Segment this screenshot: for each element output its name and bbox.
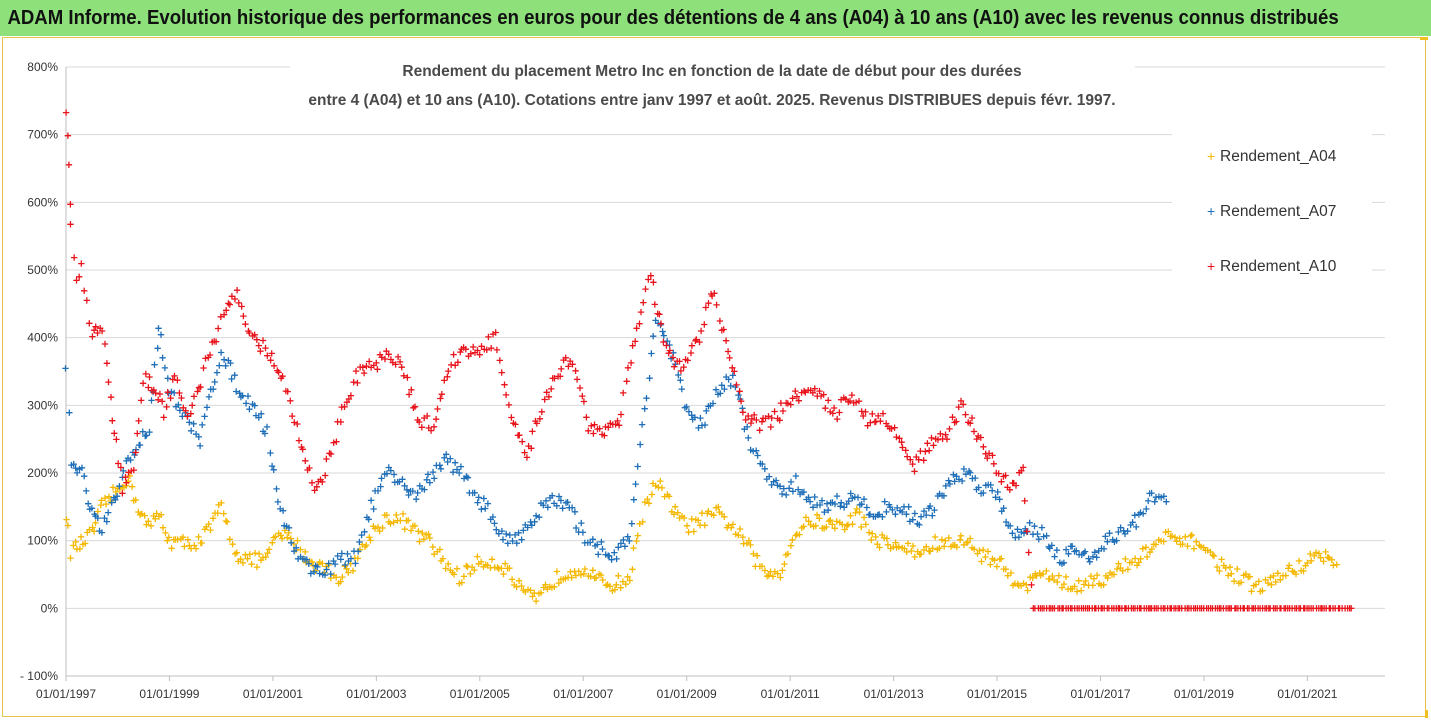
y-tick-label: 100% [27, 534, 58, 548]
series-a07 [62, 317, 1170, 579]
x-tick-label: 01/01/2009 [657, 687, 717, 701]
y-tick-label: 700% [27, 128, 58, 142]
y-tick-label: 600% [27, 195, 58, 209]
axis-layer: 800% 700% 600% 500% 400% 300% 200% 100% 0% - 100%… [20, 60, 1385, 701]
legend-label-a10: Rendement_A10 [1220, 258, 1337, 275]
series-layer [62, 109, 1355, 612]
x-tick-label: 01/01/2021 [1277, 687, 1337, 701]
series-a10 [62, 109, 1355, 612]
title-background [290, 50, 1135, 118]
x-tick-label: 01/01/2001 [243, 687, 303, 701]
y-tick-label: 800% [27, 60, 58, 74]
series-a07-points [62, 317, 1170, 579]
chart-title-line-1: Rendement du placement Metro Inc en fonc… [402, 63, 1021, 80]
x-tick-label: 01/01/2003 [346, 687, 406, 701]
x-tick-label: 01/01/2013 [864, 687, 924, 701]
legend-marker-a10: + [1207, 258, 1215, 274]
legend-marker-a07: + [1207, 203, 1215, 219]
y-tick-label: 500% [27, 263, 58, 277]
x-tick-label: 01/01/1997 [36, 687, 96, 701]
y-tick-label: 200% [27, 466, 58, 480]
report-banner: ADAM Informe. Evolution historique des p… [0, 0, 1431, 36]
chart-title-line-2: entre 4 (A04) et 10 ans (A10). Cotations… [308, 92, 1115, 109]
frame-corner-bottom-right [1421, 710, 1428, 718]
legend-background [1172, 128, 1372, 298]
y-tick-label: 400% [27, 331, 58, 345]
x-tick-label: 01/01/2015 [967, 687, 1027, 701]
y-tick-label: 0% [41, 601, 59, 615]
x-tick-label: 01/01/2017 [1070, 687, 1130, 701]
legend-label-a04: Rendement_A04 [1220, 148, 1337, 165]
x-tick-label: 01/01/2007 [553, 687, 613, 701]
x-tick-label: 01/01/1999 [139, 687, 199, 701]
report-title: ADAM Informe. Evolution historique des p… [7, 6, 1339, 29]
series-a04-points [63, 472, 1340, 605]
x-tick-label: 01/01/2011 [761, 687, 820, 701]
series-a04 [63, 472, 1340, 605]
x-tick-label: 01/01/2005 [450, 687, 510, 701]
chart-frame [2, 37, 1426, 717]
legend-label-a07: Rendement_A07 [1220, 203, 1336, 220]
y-tick-label: - 100% [20, 669, 58, 683]
x-tick-label: 01/01/2019 [1174, 687, 1234, 701]
frame-corner-top-right [1420, 37, 1428, 44]
y-tick-label: 300% [27, 398, 58, 412]
legend: + Rendement_A04 + Rendement_A07 + Rendem… [1172, 128, 1372, 298]
legend-marker-a04: + [1207, 148, 1215, 164]
series-a10-points [62, 109, 1355, 612]
